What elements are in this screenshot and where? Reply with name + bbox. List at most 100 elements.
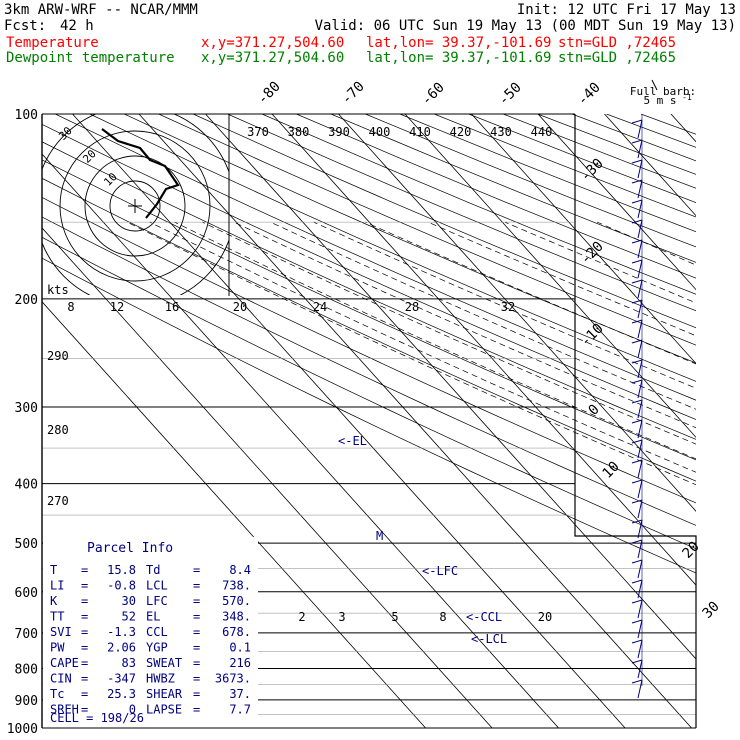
isotherm-line: [471, 114, 696, 365]
isotherm-line: [404, 114, 696, 438]
parcel-equals: =: [81, 672, 88, 686]
parcel-field-name: SVI: [50, 625, 72, 639]
wind-barb-flag: [631, 119, 643, 124]
parcel-field-value: 30: [122, 594, 136, 608]
level-marker-ccl: <-CCL: [466, 610, 502, 624]
dewpoint-latlon: lat,lon= 39.37,-101.69: [366, 50, 552, 66]
forecast-hour: 42 h: [60, 18, 94, 34]
temperature-tick-label: -30: [578, 156, 607, 185]
wind-barb-staff: [637, 619, 643, 639]
dry-adiabat-line: [606, 114, 696, 148]
parcel-field-value: 216: [229, 656, 251, 670]
barb-legend-exponent: -1: [682, 93, 692, 102]
sounding-traces: [722, 114, 740, 692]
hodograph-ring-label: 20: [80, 147, 99, 166]
dry-adiabat-line: [399, 114, 696, 233]
parcel-field-value: 570.: [222, 594, 251, 608]
mixing-ratio-bottom-label: 2: [298, 610, 305, 624]
theta-e-label: 420: [450, 125, 472, 139]
dry-adiabat-line: [640, 114, 696, 135]
theta-label: 270: [47, 494, 69, 508]
wind-barb-staff: [637, 359, 643, 379]
parcel-field-value: -0.8: [107, 579, 136, 593]
moist-adiabat-line: [149, 221, 696, 473]
moist-adiabat-line: [202, 221, 696, 445]
pressure-tick-label: 100: [15, 108, 38, 123]
wind-barb-staff: [637, 379, 643, 399]
dry-adiabat-line: [192, 114, 696, 329]
parcel-field-name: LI: [50, 579, 64, 593]
mixing-ratio-bottom-label: 8: [439, 610, 446, 624]
wind-barb-staff: [637, 519, 643, 539]
pressure-tick-label: 700: [15, 627, 38, 642]
parcel-field-name: CAPE: [50, 656, 79, 670]
parcel-field-name: TT: [50, 610, 64, 624]
wind-barb-flag: [631, 239, 643, 244]
wind-barb-staff: [637, 119, 643, 139]
parcel-field-value: 738.: [222, 579, 251, 593]
parcel-field-name: YGP: [146, 641, 168, 655]
pressure-tick-label: 500: [15, 537, 38, 552]
parcel-equals: =: [193, 641, 200, 655]
wind-barb-flag: [631, 259, 643, 264]
hodograph-unit-label: kts: [47, 283, 69, 297]
wind-barb-staff: [637, 579, 643, 599]
theta-label: 290: [47, 349, 69, 363]
parcel-field-name: LCL: [146, 579, 168, 593]
wind-barb-staff: [637, 239, 643, 259]
theta-e-label: 390: [328, 125, 350, 139]
mixing-ratio-top-label: 8: [67, 300, 74, 314]
pressure-tick-label: 800: [15, 662, 38, 677]
theta-e-label: 400: [369, 125, 391, 139]
mixing-ratio-top-label: 16: [165, 300, 179, 314]
barb-legend-staff: [651, 79, 658, 91]
parcel-field-value: 678.: [222, 625, 251, 639]
temperature-latlon: lat,lon= 39.37,-101.69: [366, 35, 552, 51]
pressure-tick-label: 200: [15, 293, 38, 308]
wind-barb-flag: [631, 279, 643, 284]
parcel-field-value: 52: [122, 610, 136, 624]
mixing-ratio-top-label: 12: [110, 300, 124, 314]
hodograph-trace: [101, 128, 180, 219]
parcel-field-name: SWEAT: [146, 656, 182, 670]
parcel-field-value: -347: [107, 672, 136, 686]
moist-adiabat-line: [233, 221, 696, 429]
isotherm-line: [42, 301, 426, 728]
isotherm-line: [205, 114, 696, 660]
wind-barb-staff: [637, 659, 643, 679]
moist-adiabat-line: [270, 221, 696, 410]
temperature-tick-label: -70: [339, 79, 368, 108]
level-marker-lfc: <-LFC: [422, 564, 458, 578]
model-title: 3km ARW-WRF -- NCAR/MMM: [4, 2, 198, 18]
parcel-equals: =: [193, 563, 200, 577]
temperature-tick-label: 0: [586, 402, 603, 419]
parcel-field-name: T: [50, 563, 57, 577]
wind-barb-flag: [631, 659, 643, 664]
dry-adiabat-line: [55, 114, 696, 401]
temperature-station: stn=GLD ,72465: [558, 35, 677, 51]
hodograph-ring: [84, 155, 186, 257]
parcel-field-value: 2.06: [107, 641, 136, 655]
parcel-equals: =: [193, 625, 200, 639]
wind-barb-flag: [631, 579, 643, 584]
mixing-ratio-bottom-label: 3: [338, 610, 345, 624]
isotherm-line: [604, 114, 696, 217]
isotherm-line: [72, 114, 626, 728]
pressure-tick-label: 900: [15, 694, 38, 709]
parcel-field-name: K: [50, 594, 58, 608]
wind-barbs: Full barb:5 m s -1: [630, 79, 696, 699]
hodograph-clip: [42, 114, 229, 295]
wind-barb-flag: [631, 159, 643, 164]
parcel-field-name: Tc: [50, 687, 64, 701]
parcel-equals: =: [81, 610, 88, 624]
temperature-tick-label: -60: [419, 80, 448, 109]
wind-barb-flag: [631, 179, 643, 184]
wind-barb-flag: [631, 619, 643, 624]
moist-adiabat-line: [596, 221, 696, 266]
temperature-tick-label: -50: [496, 80, 525, 109]
forecast-label: Fcst:: [4, 18, 47, 34]
wind-barb-flag: [631, 679, 643, 684]
melting-level-marker: M: [376, 529, 383, 543]
